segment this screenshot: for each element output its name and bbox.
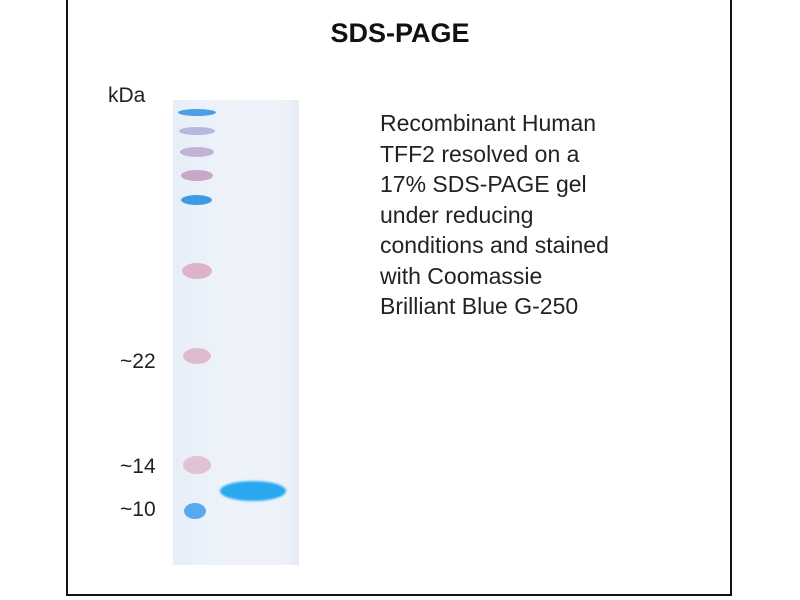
description: Recombinant Human TFF2 resolved on a 17% S…: [380, 108, 609, 322]
marker-label-14: ~14: [120, 455, 156, 478]
description-line: 17% SDS-PAGE gel: [380, 171, 587, 197]
marker-label-10: ~10: [120, 498, 156, 521]
unit-label: kDa: [108, 84, 146, 107]
description-line: Recombinant Human: [380, 110, 597, 136]
figure-title: SDS-PAGE: [330, 18, 470, 48]
description-line: with Coomassie: [380, 262, 543, 289]
ladder-band: [183, 348, 211, 364]
description-line: TFF2 resolved on a: [380, 140, 580, 167]
ladder-band: [182, 263, 212, 279]
sample-band: [220, 481, 286, 501]
description-line: under reducing: [380, 201, 534, 228]
gel-image: [173, 100, 299, 565]
ladder-band: [183, 456, 211, 474]
description-line: conditions and stained: [380, 232, 609, 258]
ladder-band: [181, 195, 212, 205]
ladder-band: [181, 170, 213, 181]
marker-label-22: ~22: [120, 350, 156, 373]
ladder-band: [184, 503, 206, 519]
ladder-band: [180, 147, 214, 157]
ladder-band: [178, 109, 216, 116]
ladder-band: [179, 127, 215, 135]
description-line: Brilliant Blue G-250: [380, 293, 579, 319]
